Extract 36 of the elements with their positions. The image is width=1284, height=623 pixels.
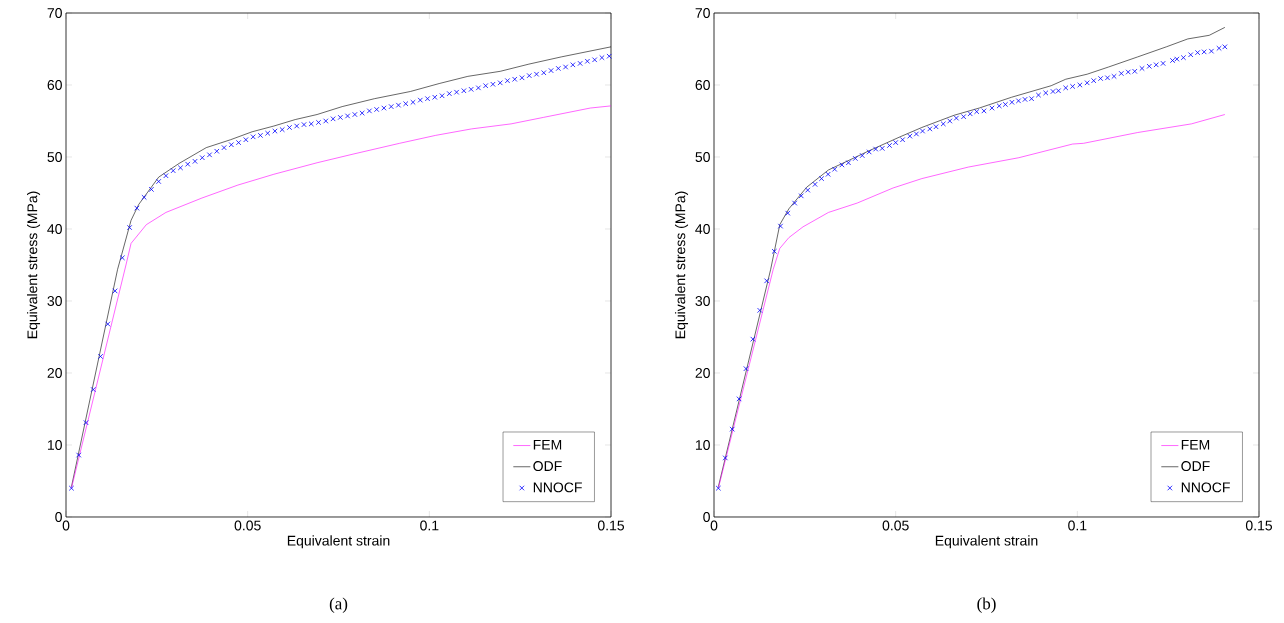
legend-label: ODF (1181, 461, 1210, 472)
y-tick-label: 60 (695, 80, 710, 90)
legend-label: NNOCF (1181, 482, 1230, 493)
y-tick-label: 20 (695, 368, 710, 378)
y-axis-title: Equivalent stress (MPa) (674, 191, 689, 339)
y-axis-title: Equivalent stress (MPa) (26, 191, 41, 339)
y-tick-label: 10 (695, 440, 710, 450)
y-tick-label: 40 (47, 224, 62, 234)
text: (a) (329, 597, 348, 613)
x-tick-label: 0.05 (882, 520, 909, 531)
y-tick-label: 70 (47, 8, 62, 18)
x-axis-title: Equivalent strain (935, 535, 1038, 549)
x-tick-label: 0.05 (234, 520, 261, 531)
y-tick-label: 10 (47, 440, 62, 450)
y-tick-label: 0 (55, 512, 62, 522)
y-tick-label: 30 (695, 296, 710, 306)
legend-label: ODF (533, 461, 562, 472)
legend-label: NNOCF (533, 482, 582, 493)
x-tick-label: 0.15 (597, 520, 625, 531)
x-tick-label: 0 (62, 520, 70, 531)
y-tick-label: 40 (695, 224, 710, 234)
y-tick-label: 20 (47, 368, 62, 378)
y-tick-label: 0 (703, 512, 710, 522)
y-tick-label: 70 (695, 8, 710, 18)
y-tick-label: 50 (695, 152, 710, 162)
y-tick-label: 60 (47, 80, 62, 90)
x-tick-label: 0.1 (1068, 520, 1087, 531)
x-tick-label: 0 (710, 520, 718, 531)
y-tick-label: 30 (47, 296, 62, 306)
legend-label: FEM (1181, 439, 1210, 450)
x-tick-label: 0.15 (1245, 520, 1273, 531)
x-axis-title: Equivalent strain (287, 535, 390, 549)
legend-label: FEM (533, 439, 562, 450)
x-tick-label: 0.1 (420, 520, 439, 531)
text: (b) (977, 597, 996, 613)
y-tick-label: 50 (47, 152, 62, 162)
